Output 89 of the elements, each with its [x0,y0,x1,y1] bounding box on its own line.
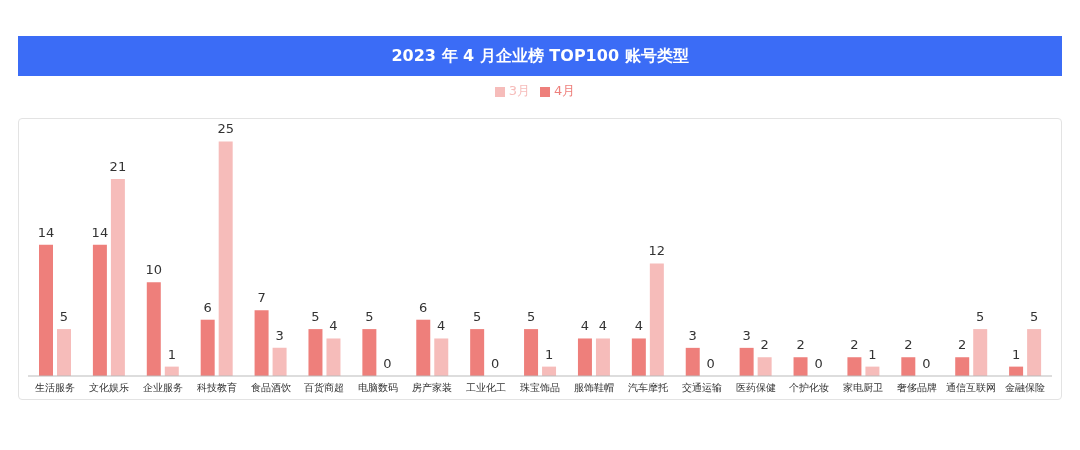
data-label: 4 [437,318,446,334]
bar [416,319,431,376]
data-label: 21 [109,158,127,174]
x-tick-label: 百货商超 [304,382,345,394]
x-tick-label: 个护化妆 [789,382,830,394]
x-tick-label: 汽车摩托 [627,382,668,394]
bar [793,357,808,376]
x-tick-label: 珠宝饰品 [520,382,560,394]
data-label: 0 [383,355,392,371]
x-tick-label: 家电厨卫 [843,382,884,394]
data-label: 2 [760,337,769,353]
data-label: 1 [1011,346,1021,362]
bar [39,244,53,376]
bar [362,329,377,376]
x-tick-label: 交通运输 [681,382,722,394]
data-label: 3 [742,327,751,343]
data-label: 7 [257,290,266,306]
bar [631,338,646,376]
bar [973,329,988,376]
data-label: 2 [796,337,805,353]
x-tick-label: 服饰鞋帽 [573,382,614,394]
data-label: 0 [922,355,931,371]
data-label: 4 [634,318,643,334]
data-label: 5 [59,309,69,325]
bar [200,319,215,376]
data-label: 2 [958,337,967,353]
x-tick-label: 食品酒饮 [250,382,291,394]
data-label: 0 [706,355,715,371]
bar [470,329,485,376]
x-tick-label: 通信互联网 [946,382,997,394]
data-label: 3 [275,327,284,343]
data-label: 6 [419,299,428,315]
data-label: 6 [203,299,212,315]
x-tick-label: 金融保险 [1005,382,1046,394]
bar [577,338,592,376]
data-label: 12 [648,243,666,259]
bar [1027,329,1042,376]
chart-title: 2023 年 4 月企业榜 TOP100 账号类型 [18,36,1062,76]
bar [254,310,269,376]
data-label: 5 [365,309,374,325]
x-tick-label: 电脑数码 [358,382,399,394]
x-tick-label: 医药保健 [735,382,776,394]
data-label: 2 [850,337,859,353]
data-label: 0 [491,355,500,371]
bar [955,357,970,376]
data-label: 1 [544,346,554,362]
data-label: 3 [688,327,697,343]
legend-label: 3月 [508,83,530,98]
bar [901,357,916,376]
data-label: 1 [868,346,877,362]
bar [524,329,539,376]
bar [272,347,287,376]
bar [434,338,449,376]
x-tick-label: 生活服务 [34,382,75,394]
data-label: 10 [145,262,163,278]
data-label: 14 [37,224,55,240]
x-tick-label: 房产家装 [412,382,453,394]
bar [218,141,233,376]
bar [308,329,323,376]
bar [326,338,341,376]
bar [685,347,700,376]
bar [847,357,862,376]
x-tick-label: 文化娱乐 [88,382,129,394]
data-label: 4 [580,318,590,334]
data-label: 5 [1029,309,1039,325]
x-tick-label: 奢侈品牌 [897,382,938,394]
bar [757,357,772,376]
data-label: 5 [473,309,482,325]
data-label: 25 [217,121,234,137]
data-label: 14 [91,224,109,240]
bar [649,263,664,376]
x-tick-label: 工业化工 [466,382,507,394]
x-tick-label: 企业服务 [142,382,183,394]
legend-label: 4月 [554,83,576,98]
bar [92,244,107,376]
bar [146,282,161,376]
data-label: 1 [167,346,176,362]
data-label: 0 [814,355,823,371]
x-tick-label: 科技教育 [196,382,237,394]
data-label: 4 [598,318,608,334]
data-label: 5 [311,309,320,325]
bar [739,347,754,376]
data-label: 4 [329,318,338,334]
data-label: 2 [904,337,913,353]
bar [57,329,71,376]
data-label: 5 [976,309,985,325]
bar [595,338,610,376]
bar [110,178,125,376]
data-label: 5 [526,309,536,325]
